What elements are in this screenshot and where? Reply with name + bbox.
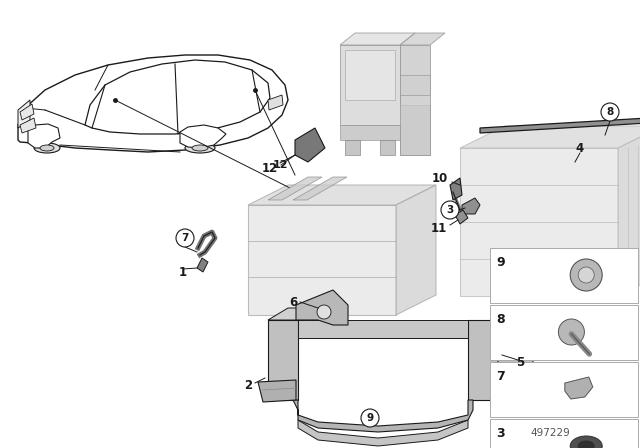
Polygon shape: [618, 126, 640, 296]
Ellipse shape: [34, 143, 60, 153]
Polygon shape: [340, 45, 430, 155]
Polygon shape: [460, 148, 618, 296]
Polygon shape: [400, 33, 445, 45]
Text: 12: 12: [262, 161, 278, 175]
Text: 9: 9: [367, 413, 374, 423]
Polygon shape: [20, 118, 36, 133]
Polygon shape: [248, 185, 436, 205]
Circle shape: [441, 201, 459, 219]
Circle shape: [570, 259, 602, 291]
Text: 8: 8: [606, 107, 614, 117]
Text: 6: 6: [290, 296, 298, 309]
Polygon shape: [396, 185, 436, 315]
Polygon shape: [455, 210, 468, 224]
Polygon shape: [28, 124, 60, 148]
FancyBboxPatch shape: [490, 248, 638, 303]
Polygon shape: [197, 258, 208, 272]
Polygon shape: [498, 330, 533, 400]
Polygon shape: [20, 104, 34, 120]
Text: 7: 7: [496, 370, 505, 383]
Text: 10: 10: [432, 172, 448, 185]
Ellipse shape: [185, 143, 215, 153]
Text: 3: 3: [496, 427, 504, 440]
Ellipse shape: [578, 441, 594, 448]
FancyBboxPatch shape: [490, 305, 638, 360]
Polygon shape: [298, 420, 468, 446]
Polygon shape: [380, 140, 395, 155]
Text: 12: 12: [272, 160, 288, 170]
Polygon shape: [258, 380, 296, 402]
Text: 11: 11: [431, 221, 447, 234]
Circle shape: [176, 229, 194, 247]
FancyBboxPatch shape: [490, 419, 638, 448]
Polygon shape: [298, 320, 468, 338]
Circle shape: [361, 409, 379, 427]
Polygon shape: [460, 126, 640, 148]
Ellipse shape: [40, 145, 54, 151]
Polygon shape: [268, 95, 283, 110]
Polygon shape: [468, 320, 498, 400]
Polygon shape: [268, 320, 298, 400]
Polygon shape: [345, 140, 360, 155]
Text: 3: 3: [446, 205, 454, 215]
Text: 5: 5: [516, 356, 524, 369]
Polygon shape: [462, 198, 480, 214]
Polygon shape: [180, 125, 226, 148]
Polygon shape: [295, 128, 325, 162]
Polygon shape: [296, 290, 348, 325]
Text: 8: 8: [496, 313, 504, 326]
Polygon shape: [293, 400, 473, 432]
Text: 1: 1: [179, 266, 187, 279]
Ellipse shape: [192, 145, 208, 151]
Polygon shape: [564, 377, 593, 399]
Polygon shape: [480, 118, 640, 133]
Text: 2: 2: [244, 379, 252, 392]
FancyBboxPatch shape: [490, 362, 638, 417]
Circle shape: [317, 305, 331, 319]
Polygon shape: [450, 178, 462, 200]
Text: 4: 4: [576, 142, 584, 155]
Polygon shape: [18, 55, 288, 152]
Text: 7: 7: [181, 233, 189, 243]
Polygon shape: [400, 45, 430, 155]
Circle shape: [558, 319, 584, 345]
Circle shape: [578, 267, 594, 283]
Circle shape: [601, 103, 619, 121]
Polygon shape: [85, 60, 270, 134]
Polygon shape: [340, 33, 415, 45]
Polygon shape: [340, 125, 400, 140]
Polygon shape: [400, 75, 430, 95]
Polygon shape: [248, 205, 396, 315]
Text: 497229: 497229: [530, 428, 570, 438]
Polygon shape: [268, 177, 322, 200]
Polygon shape: [293, 177, 347, 200]
Polygon shape: [18, 100, 30, 128]
Polygon shape: [345, 50, 395, 100]
Polygon shape: [268, 308, 318, 320]
Ellipse shape: [570, 436, 602, 448]
Text: 9: 9: [496, 256, 504, 269]
